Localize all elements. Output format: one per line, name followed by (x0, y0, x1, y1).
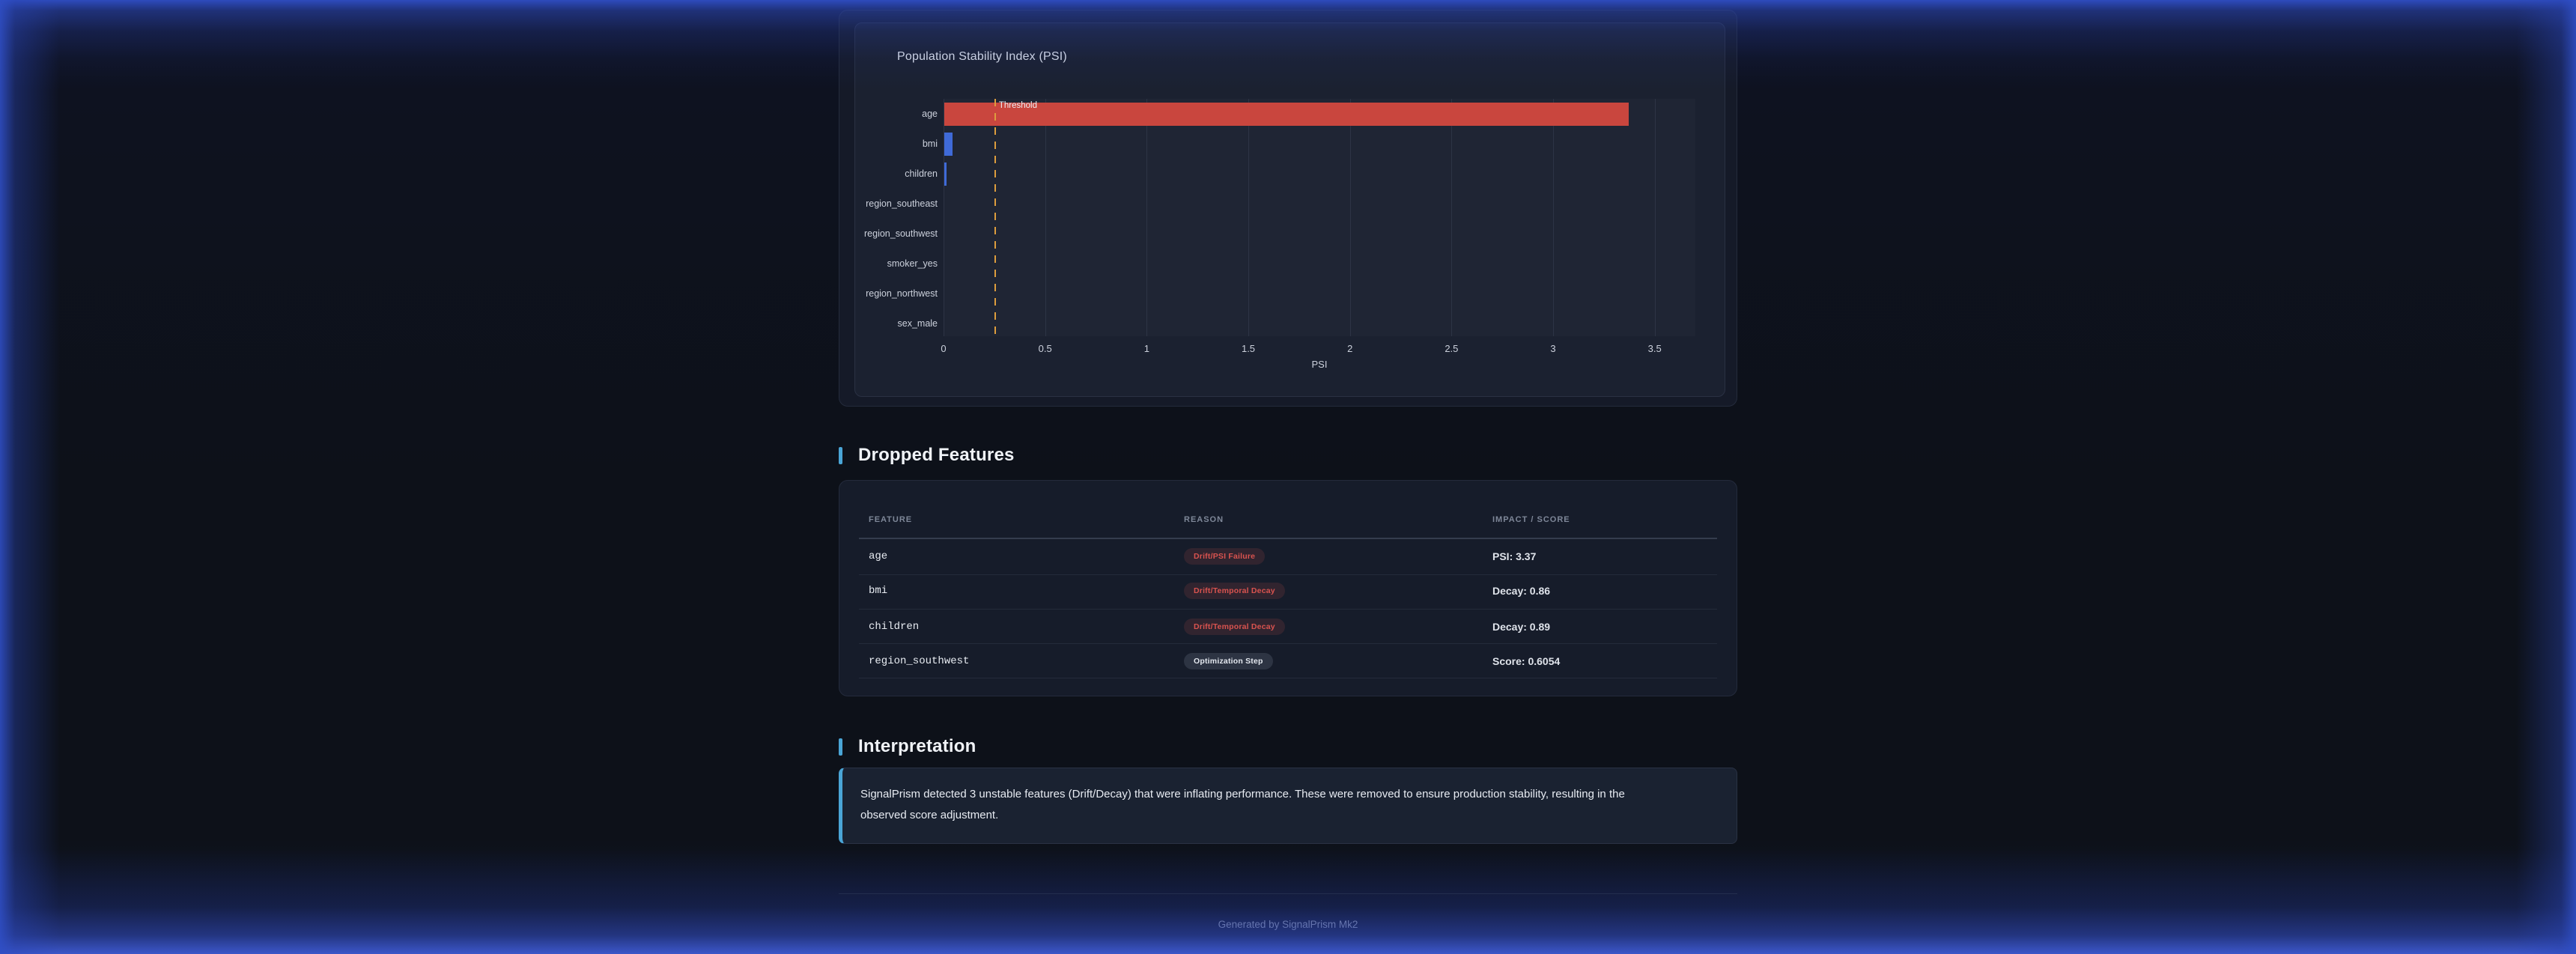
impact-score-cell: PSI: 3.37 (1492, 550, 1537, 562)
x-tick-label: 3 (1550, 343, 1556, 354)
plot-gridline (1045, 99, 1046, 336)
interpretation-card: SignalPrism detected 3 unstable features… (839, 768, 1737, 844)
psi-chart-card: Population Stability Index (PSI) PSI 0 0.… (854, 22, 1725, 397)
category-label: region_northwest (866, 288, 938, 299)
plot-gridline (1248, 99, 1250, 336)
reason-badge: Drift/PSI Failure (1184, 548, 1266, 565)
section-heading-dropped-features: Dropped Features (839, 445, 1015, 465)
category-label: children (905, 168, 938, 179)
reason-badge: Drift/Temporal Decay (1184, 619, 1285, 635)
footer-text: Generated by SignalPrism Mk2 (1218, 919, 1358, 930)
section-heading-interpretation: Interpretation (839, 736, 976, 756)
x-tick-label: 1.5 (1241, 343, 1256, 354)
x-tick-label: 3.5 (1647, 343, 1662, 354)
dropped-features-table-card: FEATURE REASON IMPACT / SCORE age Drift/P… (839, 480, 1737, 696)
psi-plot-area: PSI 0 0.5 1 1.5 2 2.5 3 3.5 age bmi children region… (864, 99, 1695, 370)
table-header-underline (859, 538, 1717, 539)
x-tick-label: 0.5 (1038, 343, 1052, 354)
reason-badge: Drift/Temporal Decay (1184, 583, 1285, 599)
psi-bar (944, 132, 953, 156)
x-tick-label: 2.5 (1445, 343, 1459, 354)
chart-section-panel: Population Stability Index (PSI) PSI 0 0.… (839, 10, 1737, 407)
impact-score-cell: Decay: 0.86 (1492, 585, 1551, 597)
category-label: region_southwest (864, 228, 938, 239)
feature-name-cell: bmi (869, 585, 888, 597)
category-label: bmi (922, 139, 938, 149)
feature-name-cell: age (869, 550, 888, 562)
psi-bar (944, 162, 947, 186)
feature-name-cell: children (869, 621, 920, 633)
interpretation-text: SignalPrism detected 3 unstable features… (860, 788, 1625, 821)
plot-gridline (1654, 99, 1656, 336)
column-header-feature: FEATURE (869, 515, 913, 524)
impact-score-cell: Decay: 0.89 (1492, 621, 1551, 633)
x-tick-label: 1 (1143, 343, 1149, 354)
row-divider (859, 609, 1717, 610)
category-label: sex_male (897, 318, 938, 329)
plot-gridline (1146, 99, 1148, 336)
dropped-features-heading: Dropped Features (858, 445, 1015, 465)
category-label: smoker_yes (887, 258, 938, 269)
feature-name-cell: region_southwest (869, 655, 970, 667)
heading-accent-bar (839, 446, 842, 464)
edge-glow-right (2516, 0, 2576, 954)
category-label: region_southeast (866, 198, 938, 209)
category-label: age (922, 109, 938, 119)
x-axis-label: PSI (1311, 359, 1328, 370)
threshold-label: Threshold (998, 101, 1037, 110)
row-divider (859, 643, 1717, 644)
x-tick-label: 0 (941, 343, 947, 354)
impact-score-cell: Score: 0.6054 (1492, 655, 1561, 667)
psi-bar (944, 102, 1629, 126)
plot-gridline (1553, 99, 1555, 336)
x-tick-label: 2 (1347, 343, 1353, 354)
threshold-line (994, 99, 997, 335)
content-column: Population Stability Index (PSI) PSI 0 0.… (839, 0, 1737, 954)
interpretation-heading: Interpretation (858, 736, 976, 756)
edge-glow-left (0, 0, 60, 954)
chart-title: Population Stability Index (PSI) (897, 50, 1067, 63)
row-divider (859, 574, 1717, 575)
heading-accent-bar (839, 738, 842, 756)
column-header-reason: REASON (1184, 515, 1224, 524)
footer-divider (839, 893, 1737, 894)
plot-gridline (1349, 99, 1351, 336)
plot-gridline (1451, 99, 1453, 336)
column-header-impact-score: IMPACT / SCORE (1492, 515, 1570, 524)
reason-badge: Optimization Step (1184, 653, 1273, 669)
